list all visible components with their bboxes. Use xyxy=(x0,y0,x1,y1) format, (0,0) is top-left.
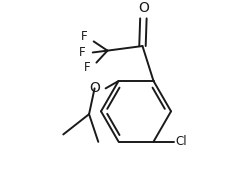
Text: Cl: Cl xyxy=(175,135,187,148)
Text: O: O xyxy=(89,81,100,95)
Text: O: O xyxy=(137,1,148,15)
Text: F: F xyxy=(80,30,87,43)
Text: F: F xyxy=(84,61,90,74)
Text: F: F xyxy=(78,46,85,59)
